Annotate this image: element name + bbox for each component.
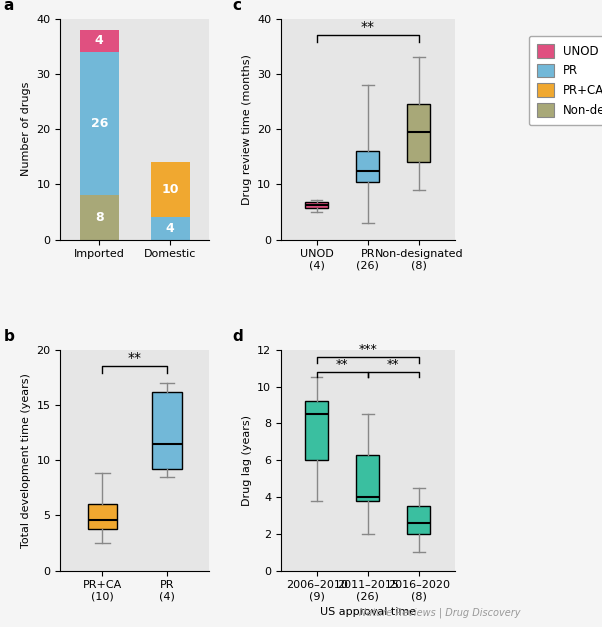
PathPatch shape xyxy=(356,151,379,182)
X-axis label: US approval time: US approval time xyxy=(320,608,416,618)
PathPatch shape xyxy=(408,506,430,534)
Text: **: ** xyxy=(336,358,349,371)
PathPatch shape xyxy=(356,455,379,501)
Text: Nature Reviews | Drug Discovery: Nature Reviews | Drug Discovery xyxy=(359,607,520,618)
PathPatch shape xyxy=(305,401,328,460)
Text: 4: 4 xyxy=(166,222,175,235)
Y-axis label: Drug lag (years): Drug lag (years) xyxy=(241,414,252,506)
Text: **: ** xyxy=(128,351,141,366)
Bar xyxy=(79,52,119,196)
Bar xyxy=(150,162,190,218)
Text: 26: 26 xyxy=(90,117,108,130)
Legend: UNOD, PR, PR+CA, Non-designated: UNOD, PR, PR+CA, Non-designated xyxy=(529,36,602,125)
PathPatch shape xyxy=(408,104,430,162)
Text: d: d xyxy=(232,329,243,344)
Text: 10: 10 xyxy=(161,183,179,196)
Bar xyxy=(79,30,119,52)
PathPatch shape xyxy=(152,392,182,469)
Text: 8: 8 xyxy=(95,211,104,224)
Bar xyxy=(150,218,190,240)
Y-axis label: Number of drugs: Number of drugs xyxy=(21,82,31,176)
Y-axis label: Drug review time (months): Drug review time (months) xyxy=(241,54,252,204)
PathPatch shape xyxy=(305,202,328,208)
PathPatch shape xyxy=(88,504,117,529)
Text: a: a xyxy=(4,0,14,13)
Text: **: ** xyxy=(387,358,400,371)
Text: 4: 4 xyxy=(95,34,104,48)
Text: ***: *** xyxy=(358,344,377,356)
Text: b: b xyxy=(4,329,14,344)
Bar xyxy=(79,196,119,240)
Y-axis label: Total development time (years): Total development time (years) xyxy=(21,373,31,547)
Text: **: ** xyxy=(361,19,375,34)
Text: c: c xyxy=(232,0,241,13)
